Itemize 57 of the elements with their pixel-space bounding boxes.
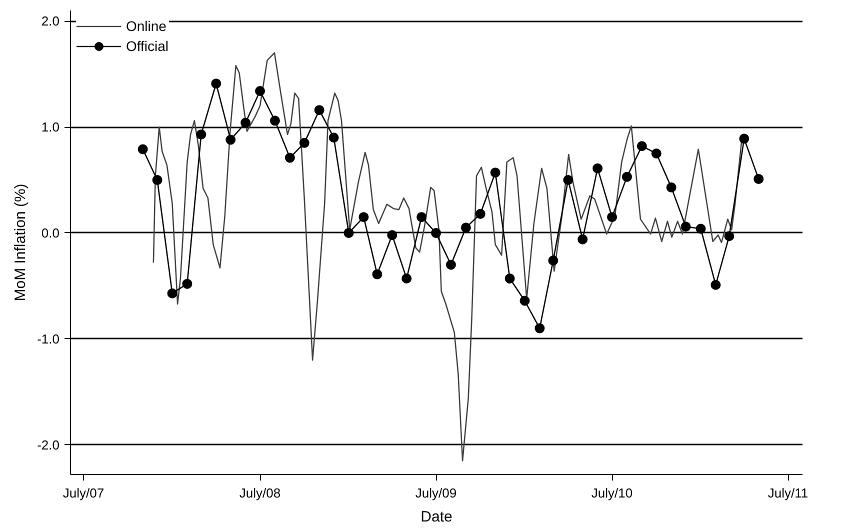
point: [358, 212, 369, 222]
point: [211, 78, 222, 89]
x-tick-label: July/08: [239, 486, 281, 500]
point: [563, 175, 574, 185]
y-tick-label: 0.0: [41, 225, 60, 240]
point: [696, 224, 706, 234]
point: [710, 280, 721, 290]
point: [328, 132, 339, 143]
point: [314, 105, 324, 116]
point: [255, 86, 266, 96]
point: [152, 175, 162, 185]
point: [666, 182, 676, 192]
y-axis-title: MoM Inflation (%): [12, 184, 30, 302]
point: [372, 269, 382, 280]
point: [416, 212, 427, 222]
y-tick-label: -1.0: [37, 331, 60, 346]
x-tick-label: July/10: [591, 486, 633, 500]
x-tick-label: July/09: [415, 486, 457, 500]
y-tick-label: -2.0: [37, 437, 60, 452]
point: [520, 296, 530, 306]
point: [534, 323, 545, 334]
point: [548, 256, 558, 266]
point: [270, 116, 280, 126]
point: [138, 144, 148, 154]
x-tick-label: July/07: [62, 486, 104, 500]
point: [578, 234, 588, 244]
point: [196, 129, 206, 140]
point: [622, 172, 632, 182]
point: [460, 222, 471, 233]
point: [284, 152, 295, 163]
point: [680, 222, 691, 232]
point: [387, 230, 398, 240]
point: [240, 118, 251, 128]
point: [504, 274, 515, 284]
x-axis-title: Date: [420, 508, 452, 526]
point: [490, 168, 500, 178]
point: [592, 163, 603, 174]
point: [299, 138, 310, 148]
point: [431, 228, 442, 238]
point: [446, 260, 456, 270]
legend-label: Official: [126, 38, 169, 54]
y-tick-label: 2.0: [41, 14, 60, 29]
point: [724, 231, 734, 242]
point: [344, 228, 354, 238]
point: [607, 212, 618, 222]
point: [182, 278, 192, 289]
point: [167, 288, 178, 298]
point: [739, 134, 750, 144]
y-tick-label: 1.0: [41, 120, 60, 135]
point: [651, 148, 662, 159]
legend-label: Online: [126, 18, 166, 34]
point: [754, 174, 764, 184]
x-tick-label: July/11: [768, 486, 808, 500]
point: [402, 274, 412, 284]
point: [636, 141, 647, 152]
point: [226, 134, 236, 145]
point: [475, 208, 486, 219]
